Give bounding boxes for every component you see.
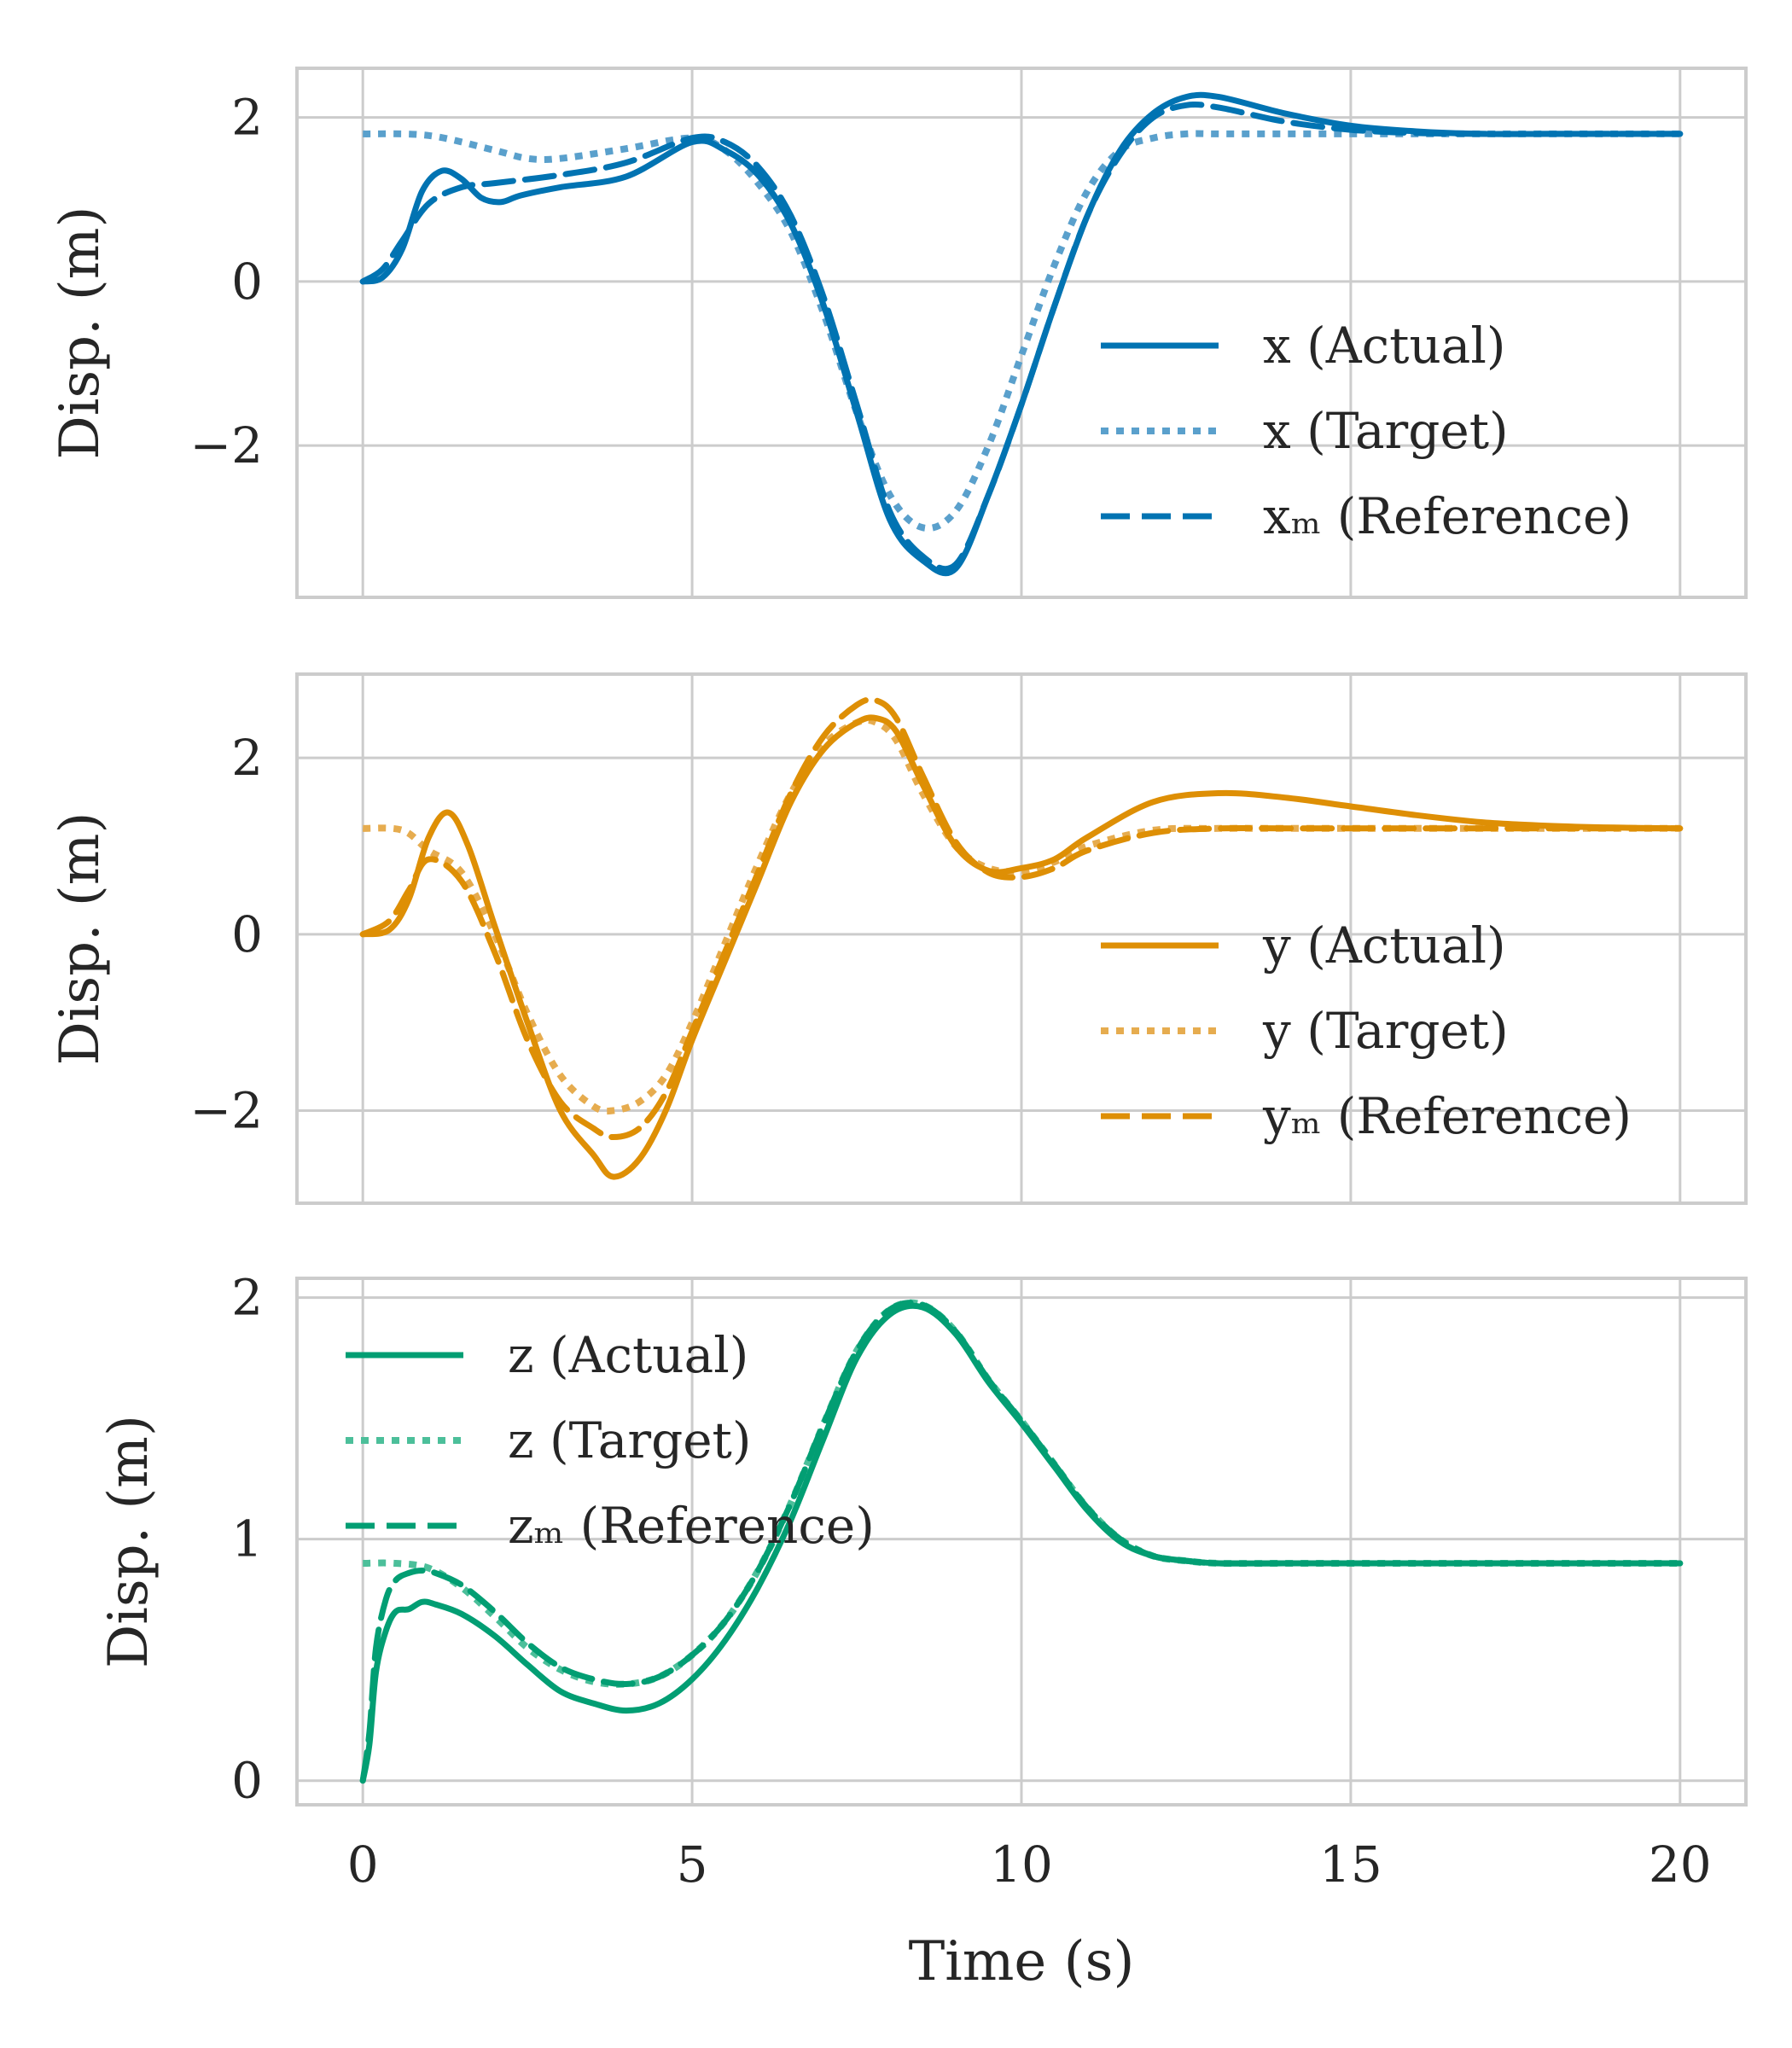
y-tick-label: −2 bbox=[190, 1082, 264, 1140]
y-tick-label: 2 bbox=[231, 1269, 263, 1327]
y-axis-label: Disp. (m) bbox=[49, 812, 112, 1066]
x-tick-label: 10 bbox=[990, 1836, 1053, 1894]
series-line-y-dashed bbox=[359, 696, 1684, 1140]
legend-label: z (Target) bbox=[508, 1411, 752, 1469]
y-tick-label: 0 bbox=[231, 253, 263, 311]
axes-frame bbox=[295, 672, 1748, 1205]
legend-label: x (Actual) bbox=[1263, 317, 1506, 375]
y-tick-label: 0 bbox=[231, 905, 263, 963]
y-axis-label: Disp. (m) bbox=[97, 1415, 160, 1668]
x-tick-label: 5 bbox=[677, 1836, 708, 1894]
legend-label: y (Actual) bbox=[1262, 916, 1506, 975]
panel-x: −2 0 2 Disp. (m) x (Actual) x (Target) xₘ (Ref… bbox=[49, 67, 1748, 599]
legend-label: x (Target) bbox=[1263, 402, 1509, 460]
axes-frame bbox=[295, 67, 1748, 599]
y-axis-label: Disp. (m) bbox=[49, 207, 112, 460]
legend-label: y (Target) bbox=[1262, 1002, 1509, 1060]
y-tick-label: 2 bbox=[231, 729, 263, 787]
series-line-x-dotted bbox=[363, 130, 1680, 532]
legend: x (Actual) x (Target) xₘ (Reference) bbox=[1101, 317, 1632, 545]
x-tick-label: 15 bbox=[1319, 1836, 1382, 1894]
series-line-z-solid bbox=[359, 1302, 1684, 1784]
y-tick-label: −2 bbox=[190, 416, 264, 474]
y-tick-label: 0 bbox=[231, 1752, 263, 1810]
y-tick-label: 2 bbox=[231, 89, 263, 147]
legend-label: z (Actual) bbox=[508, 1326, 748, 1384]
legend: z (Actual) z (Target) zₘ (Reference) bbox=[346, 1326, 875, 1555]
y-tick-label: 1 bbox=[231, 1510, 263, 1568]
x-tick-label: 20 bbox=[1649, 1836, 1712, 1894]
x-tick-label: 0 bbox=[347, 1836, 379, 1894]
legend-label: yₘ (Reference) bbox=[1262, 1087, 1632, 1145]
axes-frame bbox=[295, 1277, 1748, 1807]
panel-y: −2 0 2 Disp. (m) y (Actual) y (Target) yₘ (Ref… bbox=[49, 672, 1748, 1205]
legend-label: zₘ (Reference) bbox=[508, 1497, 875, 1555]
series-line-y-solid bbox=[359, 714, 1684, 1180]
series-line-x-dashed bbox=[359, 101, 1684, 573]
legend: y (Actual) y (Target) yₘ (Reference) bbox=[1101, 916, 1632, 1145]
x-axis-label: Time (s) bbox=[909, 1930, 1135, 1993]
legend-label: xₘ (Reference) bbox=[1263, 487, 1632, 545]
series-line-x-solid bbox=[359, 91, 1684, 577]
